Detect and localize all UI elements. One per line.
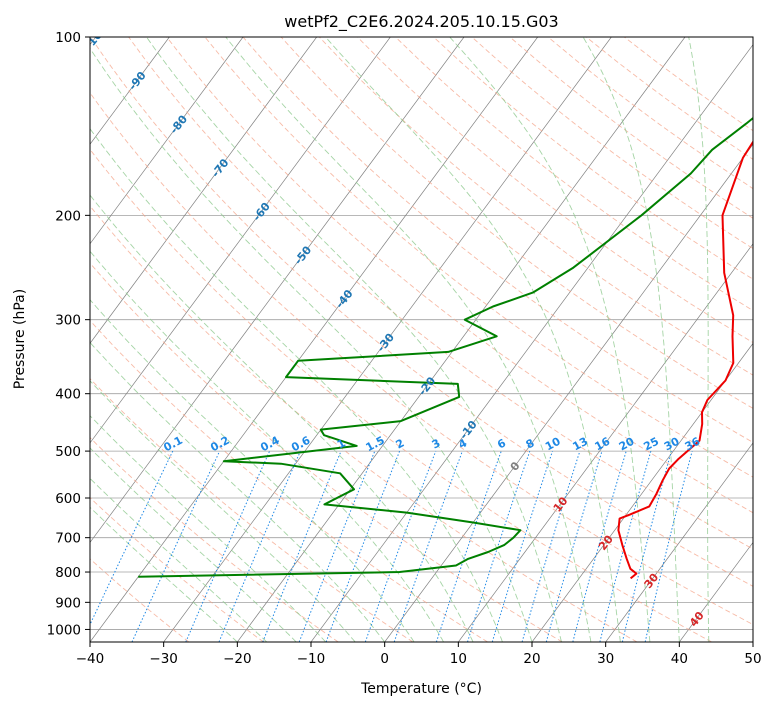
x-tick-label: 0 bbox=[380, 651, 389, 667]
mixing-ratio-line bbox=[435, 450, 502, 642]
isotherm-line bbox=[90, 37, 317, 344]
isotherm-line bbox=[384, 143, 753, 642]
chart-title: wetPf2_C2E6.2024.205.10.15.G03 bbox=[284, 12, 558, 32]
x-tick-label: 20 bbox=[523, 651, 540, 667]
temperature-line bbox=[617, 140, 753, 580]
plot-frame bbox=[89, 36, 754, 643]
isotherm-line bbox=[90, 37, 391, 444]
x-tick-label: 40 bbox=[671, 651, 688, 667]
dry-adiabat-line bbox=[90, 436, 339, 642]
dry-adiabat-line bbox=[90, 558, 190, 642]
x-tick-label: −10 bbox=[297, 651, 326, 667]
mixing-ratio-label: 25 bbox=[641, 435, 661, 454]
isotherm-line bbox=[237, 37, 686, 642]
isotherm-line bbox=[310, 44, 753, 642]
dry-adiabat-line bbox=[90, 262, 563, 642]
y-tick-label: 900 bbox=[55, 595, 81, 611]
isotherm-line bbox=[163, 37, 612, 642]
mixing-ratio-line bbox=[131, 450, 221, 642]
mixing-ratio-line bbox=[545, 450, 603, 642]
mixing-ratio-line bbox=[218, 450, 301, 642]
dry-adiabat-line bbox=[318, 37, 753, 376]
mixing-ratio-line bbox=[599, 450, 652, 642]
dry-adiabat-line bbox=[280, 37, 753, 409]
mixing-ratio-label: 20 bbox=[617, 435, 637, 454]
moist-adiabat-line bbox=[90, 477, 268, 642]
moist-adiabat-line bbox=[90, 415, 327, 642]
moist-adiabat-line bbox=[90, 447, 297, 642]
mixing-ratio-line bbox=[185, 450, 271, 642]
moist-adiabat-line bbox=[90, 47, 533, 642]
mixing-ratio-line bbox=[491, 450, 553, 642]
dry-adiabat-line bbox=[90, 148, 712, 642]
moist-adiabat-line bbox=[90, 380, 356, 642]
mixing-ratio-label: 13 bbox=[570, 435, 590, 454]
x-tick-label: −30 bbox=[149, 651, 178, 667]
mixing-ratio-label: 36 bbox=[683, 435, 703, 454]
dry-adiabat-line bbox=[242, 37, 753, 443]
dry-adiabat-line bbox=[90, 92, 753, 626]
x-tick-label: 30 bbox=[597, 651, 614, 667]
mixing-ratio-line bbox=[298, 450, 376, 642]
y-axis-label: Pressure (hPa) bbox=[12, 289, 28, 389]
isotherm-line bbox=[90, 37, 538, 642]
dry-adiabat-line bbox=[128, 37, 753, 550]
y-tick-label: 800 bbox=[55, 565, 81, 581]
y-tick-label: 200 bbox=[55, 208, 81, 224]
mixing-ratio-label: 30 bbox=[662, 435, 682, 454]
x-axis-label: Temperature (°C) bbox=[360, 681, 482, 697]
isotherm-line bbox=[90, 37, 244, 245]
y-tick-label: 100 bbox=[55, 30, 81, 46]
mixing-ratio-line bbox=[262, 450, 342, 642]
y-tick-label: 700 bbox=[55, 531, 81, 547]
dewpoint-line bbox=[138, 116, 753, 578]
moist-adiabat-line bbox=[582, 37, 680, 642]
mixing-ratio-label: 10 bbox=[543, 435, 563, 454]
y-tick-label: 600 bbox=[55, 491, 81, 507]
x-tick-label: −40 bbox=[76, 651, 105, 667]
moist-adiabat-line bbox=[90, 128, 503, 642]
mixing-ratio-line bbox=[467, 450, 531, 642]
moist-adiabat-line bbox=[90, 194, 474, 642]
y-tick-label: 300 bbox=[55, 313, 81, 329]
y-tick-label: 1000 bbox=[47, 622, 81, 638]
mixing-ratio-line bbox=[325, 450, 401, 642]
y-tick-label: 500 bbox=[55, 444, 81, 460]
isotherm-line bbox=[90, 37, 170, 145]
isotherm-line bbox=[90, 37, 465, 544]
isotherm-line bbox=[458, 243, 753, 642]
moist-adiabat-line bbox=[449, 37, 651, 642]
isotherm-line bbox=[531, 342, 753, 642]
mixing-ratio-line bbox=[521, 450, 581, 642]
mixing-ratio-line bbox=[364, 450, 437, 642]
dry-adiabat-line bbox=[90, 377, 414, 642]
x-tick-label: 10 bbox=[450, 651, 467, 667]
dry-adiabat-line bbox=[395, 37, 753, 312]
moist-adiabat-line bbox=[90, 341, 386, 642]
mixing-ratio-line bbox=[644, 450, 693, 642]
dry-adiabat-line bbox=[90, 37, 753, 587]
isotherm-line bbox=[605, 442, 753, 642]
y-tick-label: 400 bbox=[55, 387, 81, 403]
x-tick-label: 50 bbox=[744, 651, 761, 667]
dry-adiabat-line bbox=[90, 205, 638, 642]
moist-adiabat-line bbox=[325, 37, 621, 642]
mixing-ratio-line bbox=[393, 450, 463, 642]
mixing-ratio-line bbox=[572, 450, 627, 642]
moist-adiabat-line bbox=[90, 250, 444, 642]
mixing-ratio-label: 16 bbox=[593, 435, 613, 454]
moist-adiabat-line bbox=[146, 37, 562, 642]
moist-adiabat-line bbox=[688, 37, 710, 642]
x-tick-label: −20 bbox=[223, 651, 252, 667]
